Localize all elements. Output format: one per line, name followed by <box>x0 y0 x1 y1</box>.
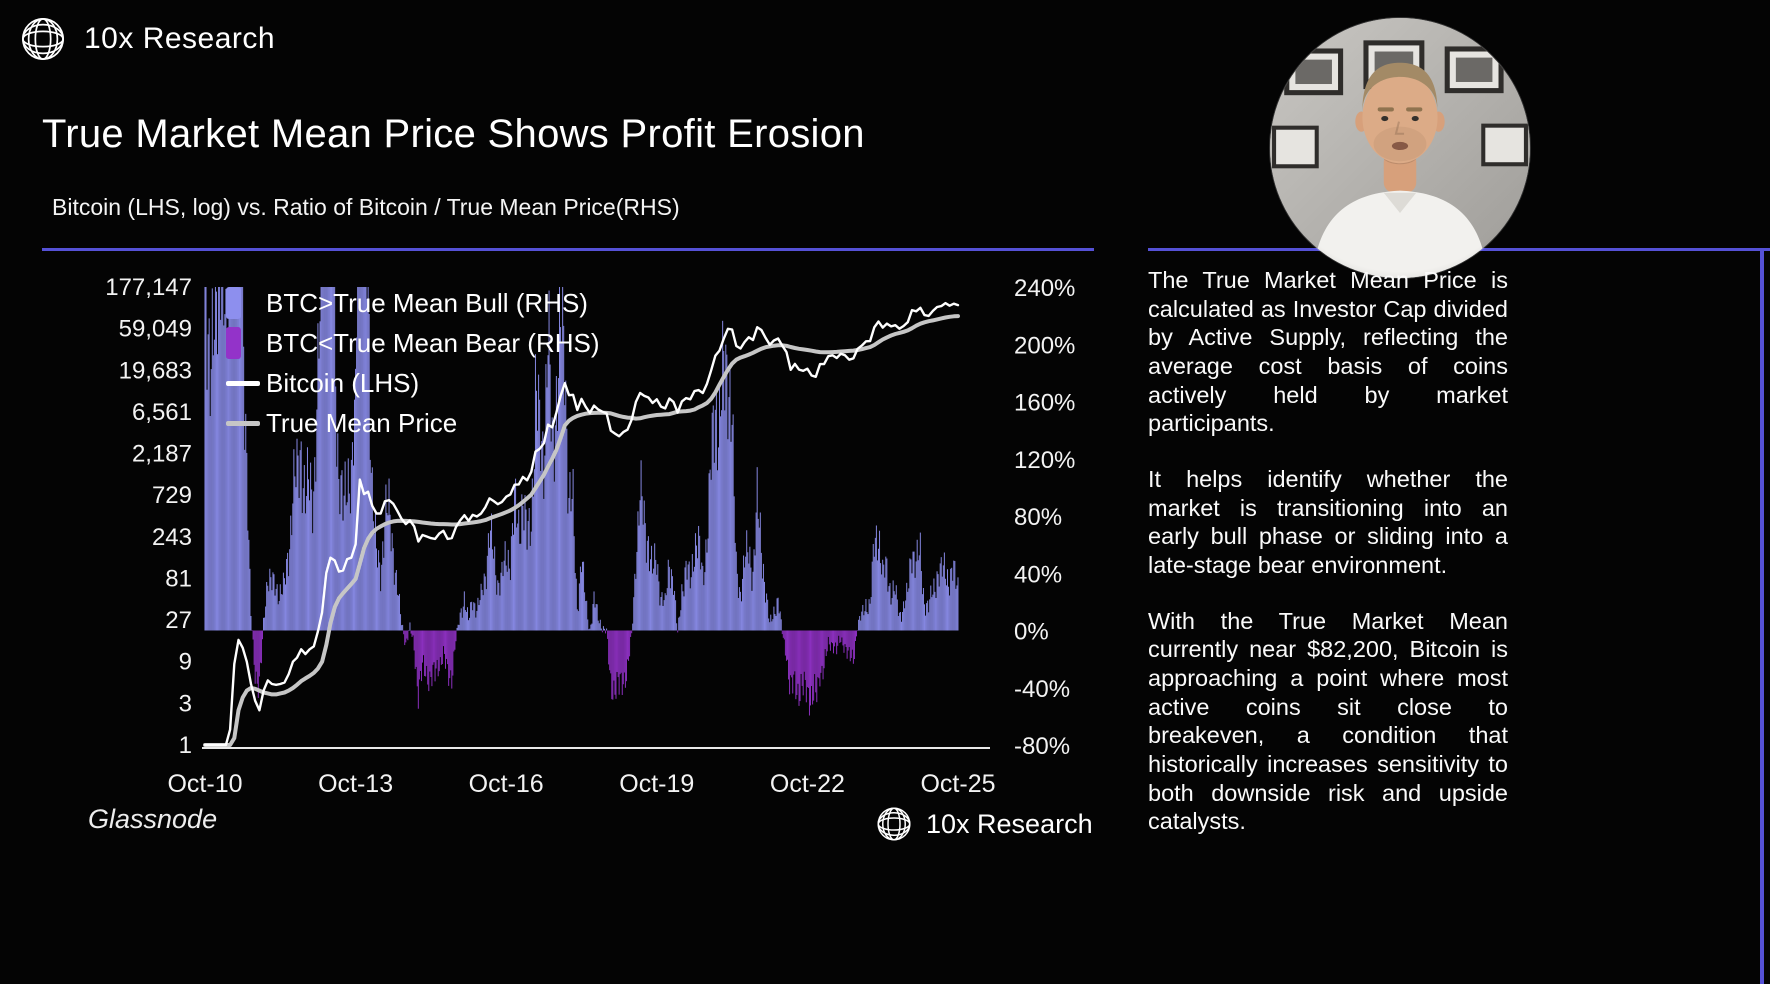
commentary-paragraph: With the True Market Mean currently near… <box>1148 607 1508 835</box>
swatch-color <box>226 380 260 386</box>
commentary-paragraph: The True Market Mean Price is calculated… <box>1148 267 1508 437</box>
tenx-logo-icon <box>877 807 911 841</box>
right-axis-tick: 200% <box>1014 332 1075 359</box>
right-axis-tick: -80% <box>1014 733 1070 760</box>
x-axis-tick: Oct-16 <box>469 770 544 798</box>
bitcoin-line <box>203 301 960 747</box>
divider-left <box>42 248 1094 251</box>
legend-item: BTC>True Mean Bull (RHS) <box>226 283 600 323</box>
legend-label: True Mean Price <box>266 407 458 438</box>
chart-subtitle: Bitcoin (LHS, log) vs. Ratio of Bitcoin … <box>52 194 680 220</box>
right-axis-tick: 120% <box>1014 447 1075 474</box>
legend-item: True Mean Price <box>226 403 600 443</box>
legend-bar-swatch <box>226 327 266 359</box>
brand-header: 10x Research <box>20 16 275 62</box>
left-axis-tick: 177,147 <box>105 274 192 301</box>
legend-line-swatch <box>226 420 266 426</box>
left-axis-tick: 2,187 <box>132 441 192 468</box>
x-axis-tick: Oct-22 <box>770 770 845 798</box>
left-axis-tick: 59,049 <box>119 316 192 343</box>
left-axis-tick: 243 <box>152 524 192 551</box>
right-axis-tick: 0% <box>1014 619 1049 646</box>
right-axis-tick: 80% <box>1014 504 1062 531</box>
chart-watermark: 10x Research <box>876 806 1093 842</box>
right-axis-tick: 40% <box>1014 561 1062 588</box>
swatch-color <box>226 287 241 319</box>
left-axis-tick: 19,683 <box>119 357 192 384</box>
chart-legend: BTC>True Mean Bull (RHS) BTC<True Mean Be… <box>226 283 600 443</box>
divider-vertical <box>1760 248 1764 984</box>
legend-bar-swatch <box>226 287 266 319</box>
presenter-avatar <box>1270 18 1530 278</box>
swatch-color <box>226 420 260 426</box>
swatch-color <box>226 327 241 359</box>
right-axis-tick: -40% <box>1014 676 1070 703</box>
legend-item: BTC<True Mean Bear (RHS) <box>226 323 600 363</box>
watermark-text: 10x Research <box>926 808 1093 839</box>
legend-label: BTC>True Mean Bull (RHS) <box>266 287 588 318</box>
page-title: True Market Mean Price Shows Profit Eros… <box>42 112 865 156</box>
x-axis-tick: Oct-25 <box>920 770 995 798</box>
left-axis-tick: 729 <box>152 482 192 509</box>
commentary-panel: The True Market Mean Price is calculated… <box>1148 266 1508 863</box>
brand-name: 10x Research <box>84 22 276 55</box>
x-axis-tick: Oct-13 <box>318 770 393 798</box>
commentary-paragraph: It helps identify whether the market is … <box>1148 465 1508 578</box>
x-axis-tick: Oct-19 <box>619 770 694 798</box>
ratio-bars <box>204 287 959 716</box>
right-axis-tick: 240% <box>1014 275 1075 302</box>
legend-line-swatch <box>226 380 266 386</box>
left-axis-tick: 6,561 <box>132 399 192 426</box>
tenx-logo-icon <box>22 18 64 60</box>
webcam-overlay <box>1270 18 1530 278</box>
left-axis-tick: 9 <box>179 649 192 676</box>
right-axis-tick: 160% <box>1014 390 1075 417</box>
legend-item: Bitcoin (LHS) <box>226 363 600 403</box>
price-ratio-chart: 177,147 59,049 19,683 6,561 2,187 729 243 81 27 9… <box>105 274 1075 798</box>
true-mean-line <box>203 314 960 747</box>
x-axis-tick: Oct-10 <box>167 770 242 798</box>
left-axis-tick: 1 <box>179 732 192 759</box>
left-axis-tick: 81 <box>165 565 192 592</box>
left-axis-tick: 3 <box>179 690 192 717</box>
left-axis-tick: 27 <box>165 607 192 634</box>
legend-label: BTC<True Mean Bear (RHS) <box>266 327 600 358</box>
data-source-label: Glassnode <box>88 804 218 834</box>
legend-label: Bitcoin (LHS) <box>266 367 420 398</box>
